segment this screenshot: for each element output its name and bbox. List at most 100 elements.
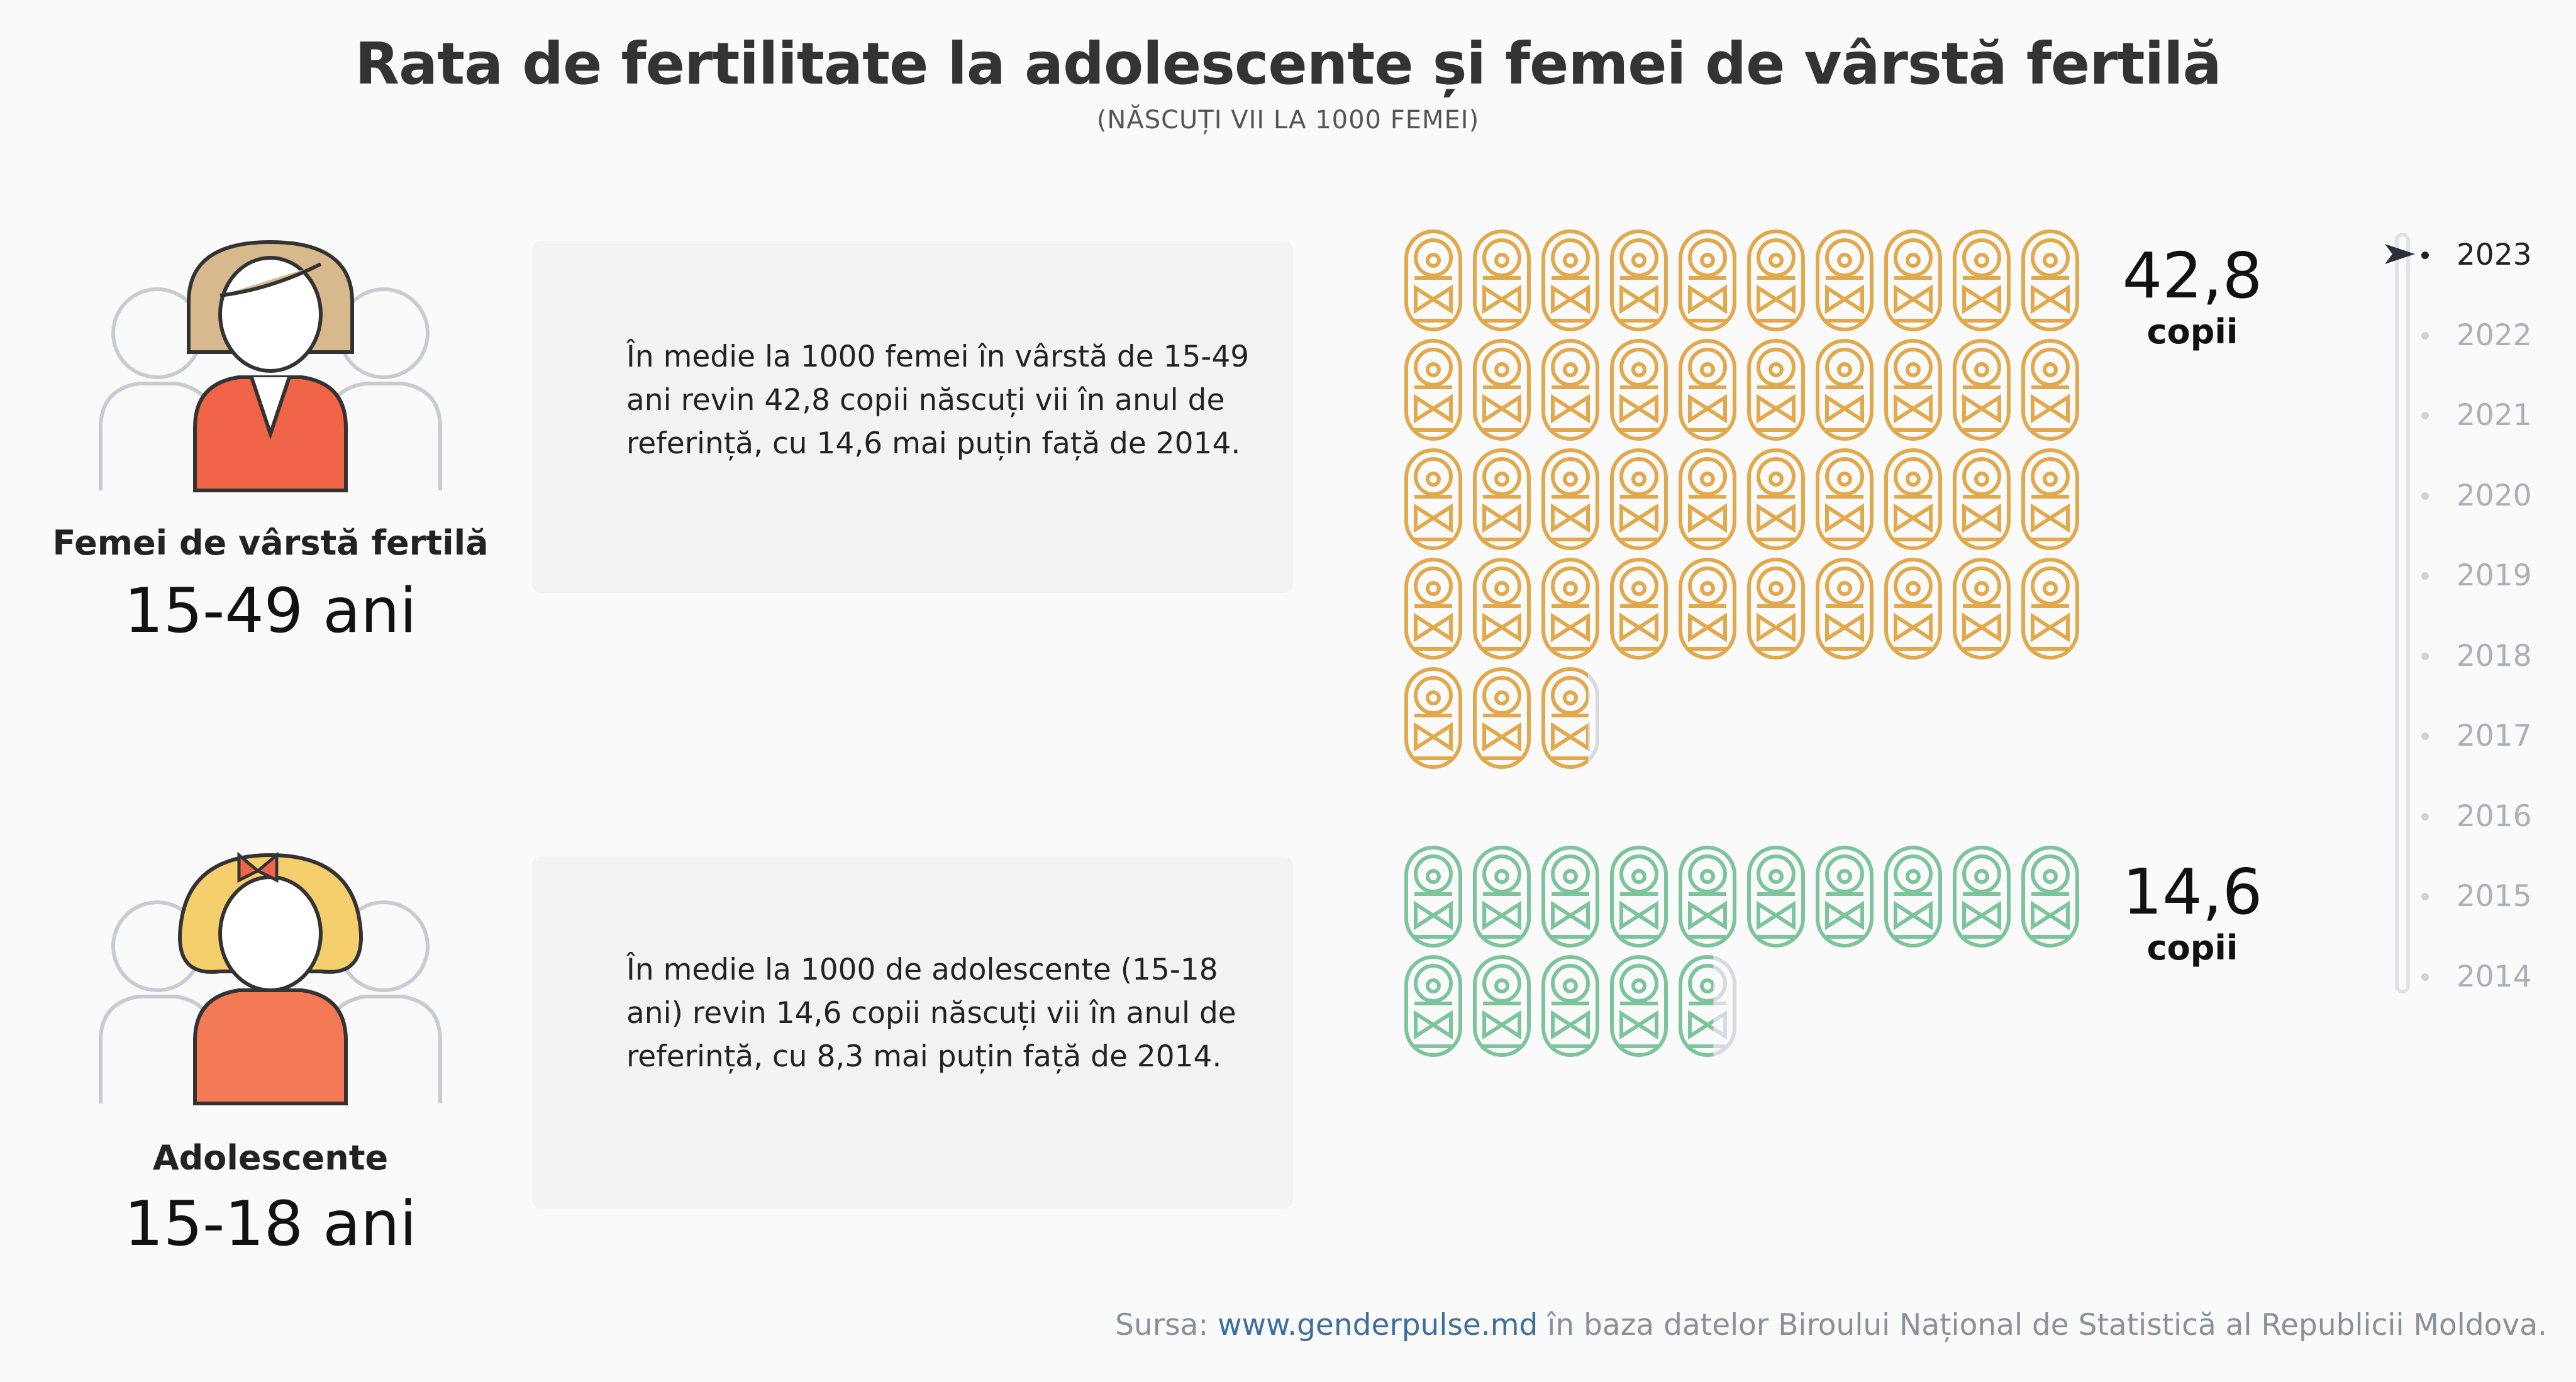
baby-icon [1953, 229, 2011, 331]
page-title: Rata de fertilitate la adolescente și fe… [355, 30, 2222, 97]
page-subtitle: (NĂSCUȚI VII LA 1000 FEMEI) [1096, 106, 1480, 135]
baby-icon [1884, 448, 1942, 550]
baby-icon [1404, 339, 1462, 441]
value-adolescents: 14,6 [2122, 855, 2263, 929]
baby-icon [1884, 558, 1942, 660]
baby-icon [1473, 667, 1531, 769]
description-text-adolescents: În medie la 1000 de adolescente (15-18 a… [626, 953, 1236, 1074]
timeline-year-2015[interactable]: 2015 [2457, 879, 2532, 914]
timeline-year-2018[interactable]: 2018 [2457, 638, 2532, 673]
baby-icon [1541, 448, 1599, 550]
baby-icon [1747, 558, 1805, 660]
adolescents-group-icon [99, 852, 442, 1105]
baby-icon [1610, 846, 1668, 948]
baby-icon [2021, 339, 2079, 441]
group-range-adolescents: 15-18 ani [124, 1188, 417, 1260]
group-range-women: 15-49 ani [124, 575, 417, 647]
description-card-women: În medie la 1000 femei în vârstă de 15-4… [532, 241, 1293, 593]
baby-icon [1747, 448, 1805, 550]
baby-icon [1610, 229, 1668, 331]
timeline-year-2021[interactable]: 2021 [2457, 398, 2532, 433]
baby-icon [1884, 229, 1942, 331]
timeline-dot-2022[interactable] [2421, 331, 2429, 340]
baby-icon [2021, 448, 2079, 550]
baby-icon [1953, 558, 2011, 660]
timeline-year-2020[interactable]: 2020 [2457, 478, 2532, 513]
unit-women: copii [2146, 312, 2238, 351]
baby-icon [1541, 339, 1599, 441]
baby-icon [1679, 955, 1736, 1057]
source-link[interactable]: www.genderpulse.md [1218, 1308, 1538, 1342]
baby-icon [1679, 229, 1736, 331]
description-card-adolescents: În medie la 1000 de adolescente (15-18 a… [532, 856, 1293, 1208]
baby-icon [1404, 955, 1462, 1057]
timeline-dot-2016[interactable] [2421, 812, 2429, 821]
group-label-adolescents: Adolescente [152, 1138, 389, 1178]
baby-icon [1884, 846, 1942, 948]
baby-icon [2021, 558, 2079, 660]
baby-icon [1541, 846, 1599, 948]
baby-icon [1679, 448, 1736, 550]
timeline-year-2023[interactable]: 2023 [2457, 238, 2532, 272]
timeline-year-2014[interactable]: 2014 [2457, 959, 2532, 994]
baby-icon [1404, 846, 1462, 948]
baby-icon [1404, 558, 1462, 660]
baby-icon [1679, 339, 1736, 441]
source-note: Sursa: www.genderpulse.md în baza datelo… [1115, 1308, 2547, 1342]
baby-icon [1747, 339, 1805, 441]
baby-icon [1610, 558, 1668, 660]
timeline-dot-2020[interactable] [2421, 492, 2429, 500]
baby-icon [2021, 846, 2079, 948]
baby-icon [1747, 229, 1805, 331]
timeline-dot-2015[interactable] [2421, 893, 2429, 900]
baby-icon [1404, 448, 1462, 550]
baby-icon [1884, 339, 1942, 441]
unit-adolescents: copii [2146, 928, 2238, 968]
baby-icon [1953, 448, 2011, 550]
baby-icon [1747, 846, 1805, 948]
timeline-year-2019[interactable]: 2019 [2457, 558, 2532, 593]
source-prefix: Sursa: [1115, 1308, 1218, 1342]
group-label-women: Femei de vârstă fertilă [52, 523, 489, 563]
baby-icon [1473, 229, 1531, 331]
baby-icon [1473, 339, 1531, 441]
source-suffix: în baza datelor Biroului Național de Sta… [1538, 1308, 2547, 1342]
baby-icon [1816, 558, 1874, 660]
timeline-dot-2019[interactable] [2421, 572, 2429, 580]
baby-icon [1473, 955, 1531, 1057]
baby-icon [1816, 448, 1874, 550]
baby-icon [1473, 846, 1531, 948]
timeline-dot-2018[interactable] [2421, 652, 2429, 660]
baby-icon [1404, 667, 1462, 769]
baby-icon [1404, 229, 1462, 331]
women-group-icon [99, 240, 442, 492]
timeline-year-2016[interactable]: 2016 [2457, 799, 2532, 834]
timeline-dot-2017[interactable] [2421, 732, 2429, 740]
baby-icon [2021, 229, 2079, 331]
baby-icon [1816, 339, 1874, 441]
timeline-year-2017[interactable]: 2017 [2457, 719, 2532, 753]
baby-icon [1679, 846, 1736, 948]
baby-icon [1816, 846, 1874, 948]
timeline-dot-2014[interactable] [2421, 973, 2429, 981]
baby-pictogram-chart [1404, 229, 2079, 1057]
value-women: 42,8 [2122, 239, 2263, 312]
timeline-track[interactable] [2395, 233, 2410, 993]
baby-icon [1679, 558, 1736, 660]
baby-icon [1610, 955, 1668, 1057]
baby-icon [1953, 846, 2011, 948]
baby-icon [1953, 339, 2011, 441]
baby-icon [1816, 229, 1874, 331]
timeline-year-2022[interactable]: 2022 [2457, 318, 2532, 353]
baby-icon [1473, 448, 1531, 550]
timeline-dot-2021[interactable] [2421, 412, 2429, 419]
baby-icon [1610, 448, 1668, 550]
description-text-women: În medie la 1000 femei în vârstă de 15-4… [626, 340, 1250, 461]
timeline-pointer-icon[interactable] [2382, 241, 2418, 267]
timeline-dot-2023[interactable] [2421, 252, 2429, 259]
baby-icon [1541, 667, 1599, 769]
baby-icon [1541, 955, 1599, 1057]
baby-icon [1541, 229, 1599, 331]
baby-icon [1541, 558, 1599, 660]
baby-icon [1610, 339, 1668, 441]
